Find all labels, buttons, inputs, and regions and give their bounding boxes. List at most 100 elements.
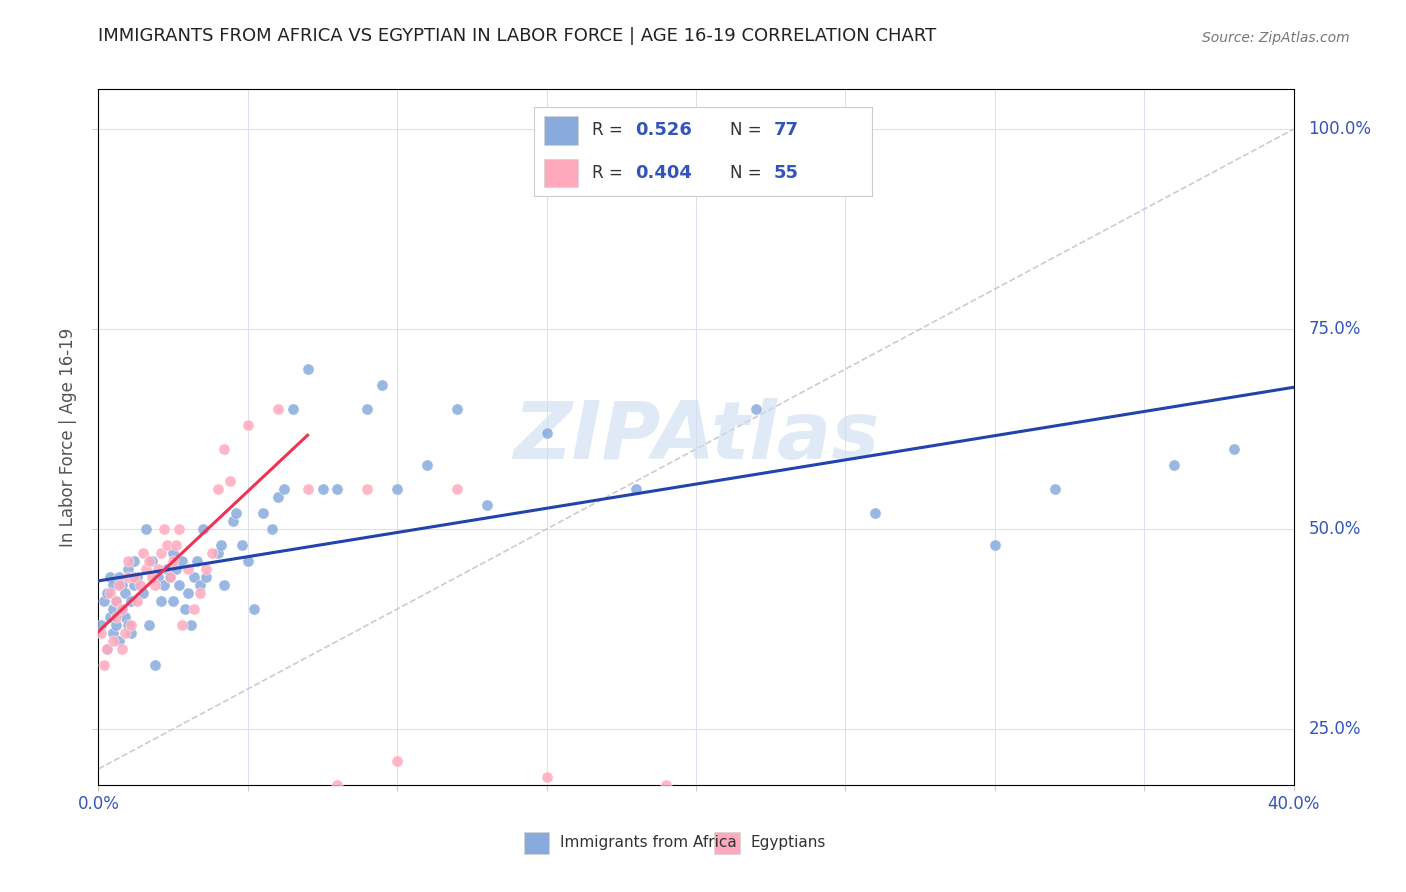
Point bbox=[108, 570, 131, 584]
Point bbox=[117, 618, 139, 632]
Point bbox=[111, 578, 134, 592]
Point bbox=[114, 586, 136, 600]
Point bbox=[219, 474, 242, 488]
Point bbox=[385, 482, 409, 496]
Point bbox=[111, 642, 134, 657]
Text: R =: R = bbox=[592, 164, 627, 182]
Point bbox=[506, 810, 529, 824]
Point bbox=[148, 570, 170, 584]
Point bbox=[103, 578, 125, 592]
Point bbox=[236, 554, 259, 568]
Point bbox=[129, 578, 152, 592]
Point bbox=[141, 554, 163, 568]
Point bbox=[183, 570, 205, 584]
Point bbox=[124, 570, 146, 584]
Point bbox=[260, 522, 283, 536]
Point bbox=[267, 402, 290, 417]
Point bbox=[165, 562, 187, 576]
Point bbox=[93, 658, 115, 673]
Point bbox=[127, 594, 149, 608]
Text: 77: 77 bbox=[773, 121, 799, 139]
Point bbox=[222, 514, 245, 528]
Point bbox=[207, 546, 229, 560]
Point bbox=[114, 610, 136, 624]
Point bbox=[183, 602, 205, 616]
Point bbox=[416, 458, 439, 472]
Point bbox=[188, 586, 211, 600]
Point bbox=[96, 586, 118, 600]
Bar bbox=[544, 116, 578, 145]
Text: Source: ZipAtlas.com: Source: ZipAtlas.com bbox=[1202, 30, 1350, 45]
Point bbox=[243, 602, 266, 616]
Point bbox=[624, 794, 647, 808]
Point bbox=[162, 546, 184, 560]
Point bbox=[153, 522, 176, 536]
Point bbox=[236, 418, 259, 433]
Point bbox=[156, 538, 179, 552]
Text: 50.0%: 50.0% bbox=[1309, 520, 1361, 538]
Point bbox=[108, 578, 131, 592]
Point bbox=[536, 770, 558, 784]
Point bbox=[138, 618, 160, 632]
Point bbox=[124, 554, 146, 568]
Point bbox=[103, 602, 125, 616]
Point bbox=[143, 658, 166, 673]
Point bbox=[98, 570, 122, 584]
Point bbox=[685, 810, 707, 824]
Point bbox=[595, 802, 617, 816]
Point bbox=[273, 482, 295, 496]
Point bbox=[103, 634, 125, 648]
Text: Immigrants from Africa: Immigrants from Africa bbox=[561, 836, 737, 850]
Point bbox=[120, 626, 142, 640]
Point bbox=[135, 562, 157, 576]
Point bbox=[172, 618, 194, 632]
Point bbox=[207, 482, 229, 496]
Point bbox=[371, 378, 394, 392]
Point bbox=[212, 442, 235, 456]
Point bbox=[90, 618, 112, 632]
Point bbox=[745, 402, 768, 417]
Point bbox=[117, 554, 139, 568]
Point bbox=[159, 570, 181, 584]
Point bbox=[475, 802, 498, 816]
Point bbox=[655, 778, 678, 792]
Point bbox=[865, 506, 887, 520]
Point bbox=[201, 546, 224, 560]
Text: Egyptians: Egyptians bbox=[751, 836, 825, 850]
Point bbox=[356, 402, 378, 417]
Point bbox=[565, 786, 588, 800]
Point bbox=[225, 506, 247, 520]
Text: 40.0%: 40.0% bbox=[1267, 795, 1320, 813]
Text: 55: 55 bbox=[773, 164, 799, 182]
Point bbox=[127, 570, 149, 584]
Point bbox=[141, 570, 163, 584]
Point bbox=[191, 522, 214, 536]
Text: 25.0%: 25.0% bbox=[1309, 720, 1361, 738]
Point bbox=[105, 610, 128, 624]
Point bbox=[117, 570, 139, 584]
Point bbox=[167, 522, 190, 536]
Text: IMMIGRANTS FROM AFRICA VS EGYPTIAN IN LABOR FORCE | AGE 16-19 CORRELATION CHART: IMMIGRANTS FROM AFRICA VS EGYPTIAN IN LA… bbox=[98, 27, 936, 45]
Point bbox=[120, 618, 142, 632]
Point bbox=[180, 618, 202, 632]
Point bbox=[159, 570, 181, 584]
Point bbox=[1163, 458, 1185, 472]
Point bbox=[124, 578, 146, 592]
Point bbox=[536, 426, 558, 441]
Point bbox=[148, 562, 170, 576]
Point bbox=[983, 538, 1005, 552]
Point bbox=[209, 538, 232, 552]
Point bbox=[194, 562, 218, 576]
Point bbox=[103, 626, 125, 640]
Point bbox=[105, 618, 128, 632]
Point bbox=[194, 570, 218, 584]
Point bbox=[132, 546, 155, 560]
Point bbox=[475, 498, 498, 512]
Text: 100.0%: 100.0% bbox=[1309, 120, 1371, 138]
Point bbox=[132, 586, 155, 600]
Text: 0.526: 0.526 bbox=[636, 121, 692, 139]
Point bbox=[108, 634, 131, 648]
Point bbox=[150, 594, 173, 608]
Point bbox=[135, 522, 157, 536]
Point bbox=[177, 586, 200, 600]
